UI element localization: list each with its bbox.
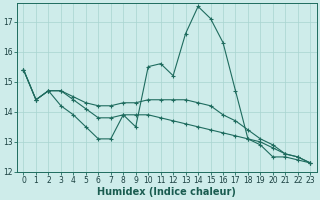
X-axis label: Humidex (Indice chaleur): Humidex (Indice chaleur) bbox=[98, 187, 236, 197]
